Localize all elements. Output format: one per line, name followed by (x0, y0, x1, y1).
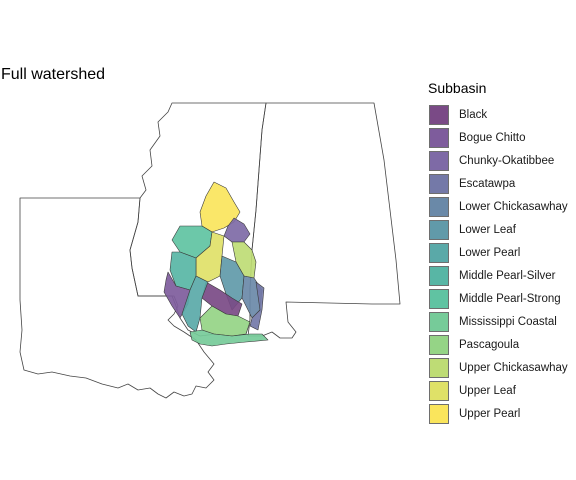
legend-swatch (429, 174, 449, 194)
legend-label: Upper Chickasawhay (459, 362, 568, 374)
legend-item: Lower Leaf (428, 218, 576, 241)
legend-label: Pascagoula (459, 339, 520, 351)
legend: Subbasin Black Bogue Chitto Chunky-Okati… (428, 79, 576, 425)
legend-swatch (429, 404, 449, 424)
legend-label: Bogue Chitto (459, 132, 526, 144)
legend-label: Upper Pearl (459, 408, 521, 420)
legend-label: Lower Chickasawhay (459, 201, 568, 213)
legend-swatch (429, 243, 449, 263)
subbasin-bogue-chitto (163, 271, 191, 319)
legend-swatch (429, 312, 449, 332)
map-title: Full watershed (1, 66, 106, 83)
legend-swatch (429, 266, 449, 286)
legend-item: Upper Pearl (428, 402, 576, 425)
legend-item: Upper Leaf (428, 379, 576, 402)
legend-label: Escatawpa (459, 178, 516, 190)
subbasin-mississippi-coastal (189, 329, 269, 347)
legend-swatch (429, 381, 449, 401)
legend-label: Chunky-Okatibbee (459, 155, 555, 167)
legend-item: Middle Pearl-Strong (428, 287, 576, 310)
legend-swatch (429, 105, 449, 125)
legend-item: Black (428, 103, 576, 126)
legend-item: Chunky-Okatibbee (428, 149, 576, 172)
legend-swatch (429, 220, 449, 240)
legend-label: Lower Pearl (459, 247, 521, 259)
legend-items: Black Bogue Chitto Chunky-Okatibbee Esca… (428, 103, 576, 425)
legend-item: Pascagoula (428, 333, 576, 356)
legend-label: Black (459, 109, 488, 121)
legend-item: Upper Chickasawhay (428, 356, 576, 379)
legend-item: Mississippi Coastal (428, 310, 576, 333)
legend-swatch (429, 197, 449, 217)
legend-swatch (429, 151, 449, 171)
legend-title: Subbasin (428, 80, 487, 96)
legend-item: Escatawpa (428, 172, 576, 195)
legend-swatch (429, 289, 449, 309)
legend-item: Lower Pearl (428, 241, 576, 264)
state-outline-alabama (247, 102, 401, 339)
legend-label: Upper Leaf (459, 385, 516, 397)
legend-item: Bogue Chitto (428, 126, 576, 149)
subbasin-upper-pearl (199, 181, 241, 233)
legend-swatch (429, 128, 449, 148)
legend-label: Mississippi Coastal (459, 316, 557, 328)
legend-swatch (429, 335, 449, 355)
legend-label: Middle Pearl-Silver (459, 270, 556, 282)
legend-label: Lower Leaf (459, 224, 516, 236)
legend-item: Lower Chickasawhay (428, 195, 576, 218)
legend-item: Middle Pearl-Silver (428, 264, 576, 287)
legend-swatch (429, 358, 449, 378)
legend-label: Middle Pearl-Strong (459, 293, 561, 305)
subbasin-escatawpa (249, 281, 265, 331)
